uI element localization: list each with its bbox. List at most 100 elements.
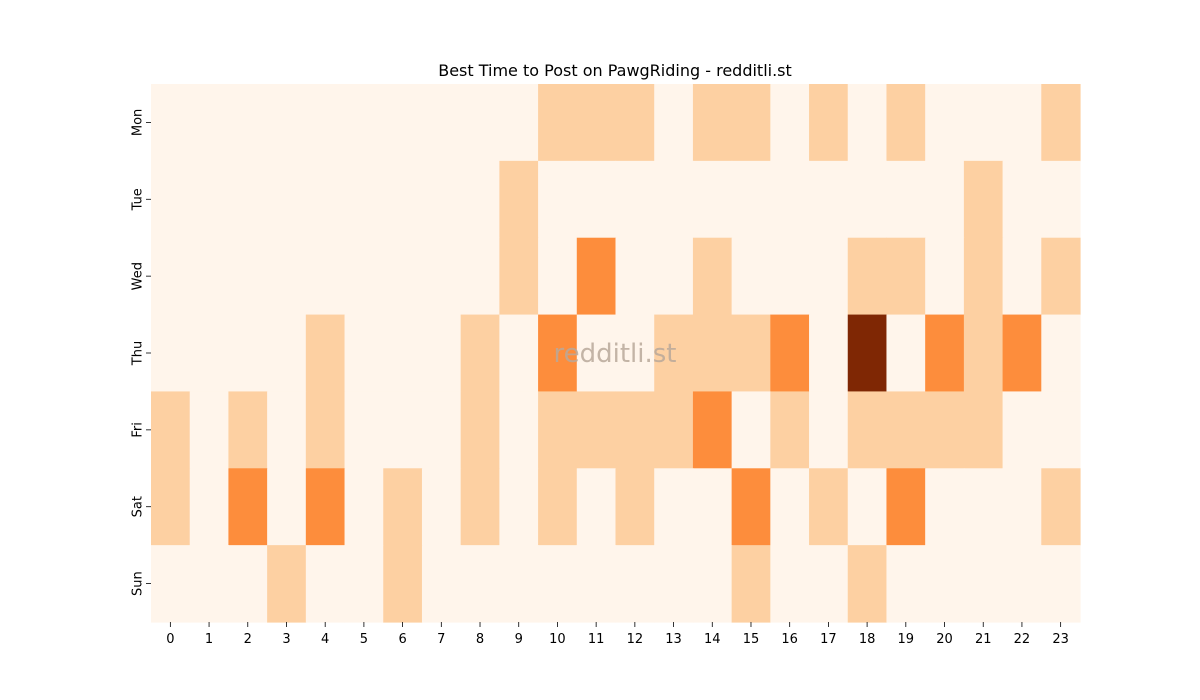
heatmap-cell-sat-19 xyxy=(886,468,926,546)
heatmap-cell-mon-18 xyxy=(847,84,888,162)
heatmap-cell-sat-3 xyxy=(267,468,307,546)
heatmap-cell-sun-15 xyxy=(731,545,771,623)
heatmap-cell-wed-0 xyxy=(151,237,191,316)
heatmap-cell-tue-7 xyxy=(421,160,462,239)
y-tick-label: Wed xyxy=(131,262,146,290)
heatmap-cell-mon-8 xyxy=(460,84,500,162)
heatmap-cell-mon-15 xyxy=(731,84,771,162)
heatmap-cell-fri-10 xyxy=(538,391,578,469)
x-tick-label: 6 xyxy=(398,632,406,647)
heatmap-cell-tue-16 xyxy=(770,160,810,239)
heatmap-cell-mon-16 xyxy=(770,84,810,162)
heatmap-cell-sat-20 xyxy=(925,468,965,546)
heatmap-cell-tue-3 xyxy=(267,160,307,239)
heatmap-cell-thu-21 xyxy=(963,314,1004,393)
x-tick-label: 17 xyxy=(820,632,837,647)
x-tick-label: 12 xyxy=(627,632,644,647)
heatmap-cell-tue-4 xyxy=(305,160,346,239)
heatmap-cell-thu-11 xyxy=(576,314,617,393)
heatmap-cell-sat-16 xyxy=(770,468,810,546)
heatmap-cell-fri-1 xyxy=(189,391,230,469)
x-tick-label: 23 xyxy=(1052,632,1069,647)
heatmap-cell-sat-11 xyxy=(576,468,617,546)
heatmap-cell-sat-0 xyxy=(151,468,191,546)
y-tick-label: Fri xyxy=(131,422,146,438)
heatmap-cell-thu-20 xyxy=(925,314,965,393)
heatmap-cell-sat-15 xyxy=(731,468,771,546)
heatmap-cell-mon-11 xyxy=(576,84,617,162)
y-tick-label: Sun xyxy=(131,571,146,596)
heatmap-cell-fri-22 xyxy=(1002,391,1042,469)
x-tick-label: 14 xyxy=(704,632,721,647)
heatmap-cell-tue-19 xyxy=(886,160,926,239)
x-tick-label: 13 xyxy=(665,632,682,647)
heatmap-cell-wed-9 xyxy=(499,237,539,316)
heatmap-cell-mon-12 xyxy=(615,84,655,162)
heatmap-cell-wed-18 xyxy=(847,237,888,316)
heatmap-cell-sat-2 xyxy=(228,468,268,546)
heatmap-cell-thu-5 xyxy=(344,314,384,393)
heatmap-cell-wed-21 xyxy=(963,237,1004,316)
heatmap-cell-sat-18 xyxy=(847,468,888,546)
heatmap-cell-fri-11 xyxy=(576,391,617,469)
heatmap-cell-fri-14 xyxy=(692,391,733,469)
heatmap-cell-mon-17 xyxy=(809,84,849,162)
x-tick-label: 11 xyxy=(588,632,605,647)
heatmap-cell-fri-2 xyxy=(228,391,268,469)
heatmap-cell-thu-3 xyxy=(267,314,307,393)
heatmap-cell-wed-16 xyxy=(770,237,810,316)
x-tick-label: 1 xyxy=(205,632,213,647)
x-tick-label: 4 xyxy=(321,632,329,647)
heatmap-cell-wed-10 xyxy=(538,237,578,316)
heatmap-cell-thu-19 xyxy=(886,314,926,393)
heatmap-cell-tue-0 xyxy=(151,160,191,239)
heatmap-cell-sun-21 xyxy=(963,545,1004,623)
y-axis: Mon Tue Wed Thu Fri Sat Sun xyxy=(131,109,151,596)
heatmap-cell-sat-5 xyxy=(344,468,384,546)
heatmap-cell-sat-17 xyxy=(809,468,849,546)
heatmap-cell-mon-13 xyxy=(654,84,694,162)
heatmap-cell-sun-1 xyxy=(189,545,230,623)
heatmap-cell-thu-13 xyxy=(654,314,694,393)
heatmap-cell-fri-8 xyxy=(460,391,500,469)
heatmap-cell-sun-7 xyxy=(421,545,462,623)
heatmap-cell-mon-6 xyxy=(383,84,423,162)
heatmap-cell-sun-14 xyxy=(692,545,733,623)
heatmap-cell-sun-16 xyxy=(770,545,810,623)
x-tick-label: 5 xyxy=(360,632,368,647)
heatmap-cell-sun-6 xyxy=(383,545,423,623)
heatmap-cell-thu-23 xyxy=(1041,314,1081,393)
heatmap-cell-mon-14 xyxy=(692,84,733,162)
heatmap-cell-sun-18 xyxy=(847,545,888,623)
heatmap-cell-fri-12 xyxy=(615,391,655,469)
heatmap-cell-fri-7 xyxy=(421,391,462,469)
heatmap-cell-wed-15 xyxy=(731,237,771,316)
heatmap-cell-sun-2 xyxy=(228,545,268,623)
heatmap-cell-fri-5 xyxy=(344,391,384,469)
heatmap-cell-mon-21 xyxy=(963,84,1004,162)
heatmap-cell-fri-18 xyxy=(847,391,888,469)
heatmap-cell-thu-4 xyxy=(305,314,346,393)
heatmap-cell-sun-10 xyxy=(538,545,578,623)
x-tick-label: 9 xyxy=(515,632,523,647)
heatmap-cell-sat-4 xyxy=(305,468,346,546)
heatmap-cell-thu-17 xyxy=(809,314,849,393)
y-tick-label: Mon xyxy=(131,109,146,136)
x-tick-label: 16 xyxy=(781,632,798,647)
heatmap-cell-mon-1 xyxy=(189,84,230,162)
heatmap-cell-thu-14 xyxy=(692,314,733,393)
x-tick-label: 20 xyxy=(936,632,953,647)
heatmap-cell-sun-13 xyxy=(654,545,694,623)
heatmap-cell-fri-13 xyxy=(654,391,694,469)
chart-title: Best Time to Post on PawgRiding - reddit… xyxy=(438,61,792,80)
heatmap-cell-fri-17 xyxy=(809,391,849,469)
heatmap-cell-sat-14 xyxy=(692,468,733,546)
heatmap-cell-tue-12 xyxy=(615,160,655,239)
heatmap-cell-thu-9 xyxy=(499,314,539,393)
heatmap-cell-fri-21 xyxy=(963,391,1004,469)
heatmap-cell-sun-19 xyxy=(886,545,926,623)
heatmap-cell-wed-8 xyxy=(460,237,500,316)
heatmap-cell-wed-23 xyxy=(1041,237,1081,316)
heatmap-cell-thu-8 xyxy=(460,314,500,393)
heatmap-cell-tue-8 xyxy=(460,160,500,239)
